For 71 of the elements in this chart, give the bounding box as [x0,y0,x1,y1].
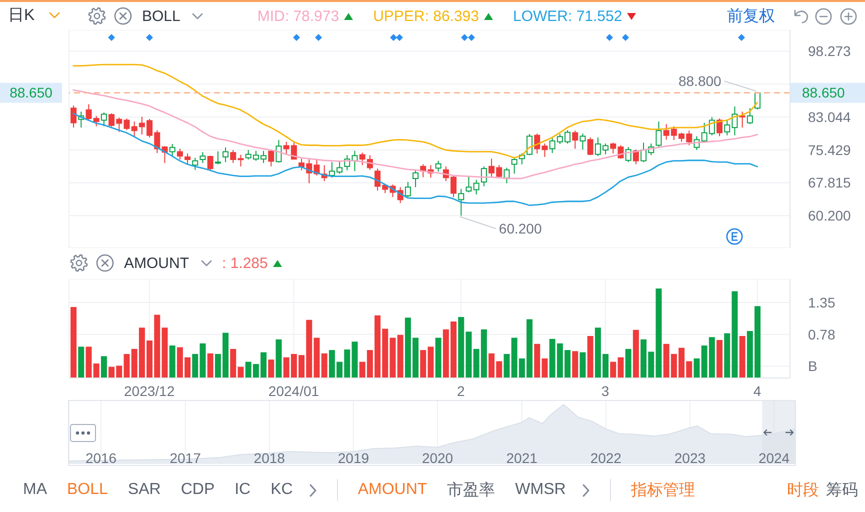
x-tick-label: 2023 [674,450,706,466]
x-tick-label: 2021 [506,450,538,466]
x-tick-label: 2020 [422,450,454,466]
category-label: KC [270,481,293,499]
category-label: AMOUNT [358,481,428,499]
text: : 78.973 [284,8,340,24]
y-tick-label: 83.044 [808,108,852,125]
bar [739,336,746,378]
bar [716,340,723,378]
x-tick-label: 2019 [338,450,370,466]
text: 88.650 [10,84,52,101]
text: MID [257,8,285,24]
bar [435,338,442,378]
bar [572,351,578,378]
y-tick-label: 60.200 [808,208,852,224]
text: : 1.285 [222,254,268,272]
bar [580,352,586,378]
x-tick-label: 4 [753,382,762,399]
category-label: 市盈率 [447,480,496,500]
y-tick-label: 67.815 [808,174,852,191]
bar [625,348,632,378]
bar [100,356,107,378]
text: UPPER [373,8,425,24]
x-tick-label: 2 [457,382,466,399]
x-tick-label: 2024 [758,450,790,466]
y-tick-label: 75.429 [808,142,852,158]
bar [207,353,214,378]
bar [632,330,639,378]
category-label: CDP [180,481,215,499]
legend-title: BOLL [142,8,180,24]
category-label: 筹码 [826,480,858,500]
text: : 86.393 [424,8,479,24]
y-tick-label: 0.78 [808,326,836,342]
y-tick-label: 1.35 [808,294,836,310]
x-tick-label: 2017 [170,450,202,466]
bar [504,354,510,378]
x-tick-label: 2016 [85,450,117,466]
text: 前复权 [727,6,775,26]
x-tick-label: 2023/12 [124,382,175,399]
legend-title: AMOUNT [124,254,189,272]
bar [86,346,92,378]
category-label: BOLL [67,481,108,499]
x-tick-label: 3 [601,382,610,399]
y-tick-label: B [808,358,818,374]
annotation: 60.200 [498,220,542,237]
text: : 71.552 [568,8,622,24]
category-label: IC [234,481,251,499]
bar [321,353,328,378]
category-label: 时段 [787,480,819,500]
category-label: SAR [128,481,161,499]
bar [78,346,84,378]
category-label: 指标管理 [630,480,695,500]
text: 日K [8,6,35,26]
bar [70,306,77,378]
y-tick-label: 98.273 [808,43,852,60]
x-tick-label: 2022 [590,450,622,466]
x-tick-label: 2018 [254,450,286,466]
line-series [72,64,758,158]
bar [694,358,700,378]
annotation: 88.800 [678,73,722,90]
category-label: MA [23,481,47,499]
bar [169,346,176,378]
bar [397,334,404,378]
category-label: WMSR [515,481,566,499]
x-tick-label: 2024/01 [268,382,320,399]
text: LOWER [512,8,568,24]
bar [93,363,100,378]
bar [276,339,282,378]
bar [268,360,274,378]
ref-line-label: 88.650 [802,84,846,101]
bar [587,336,594,378]
